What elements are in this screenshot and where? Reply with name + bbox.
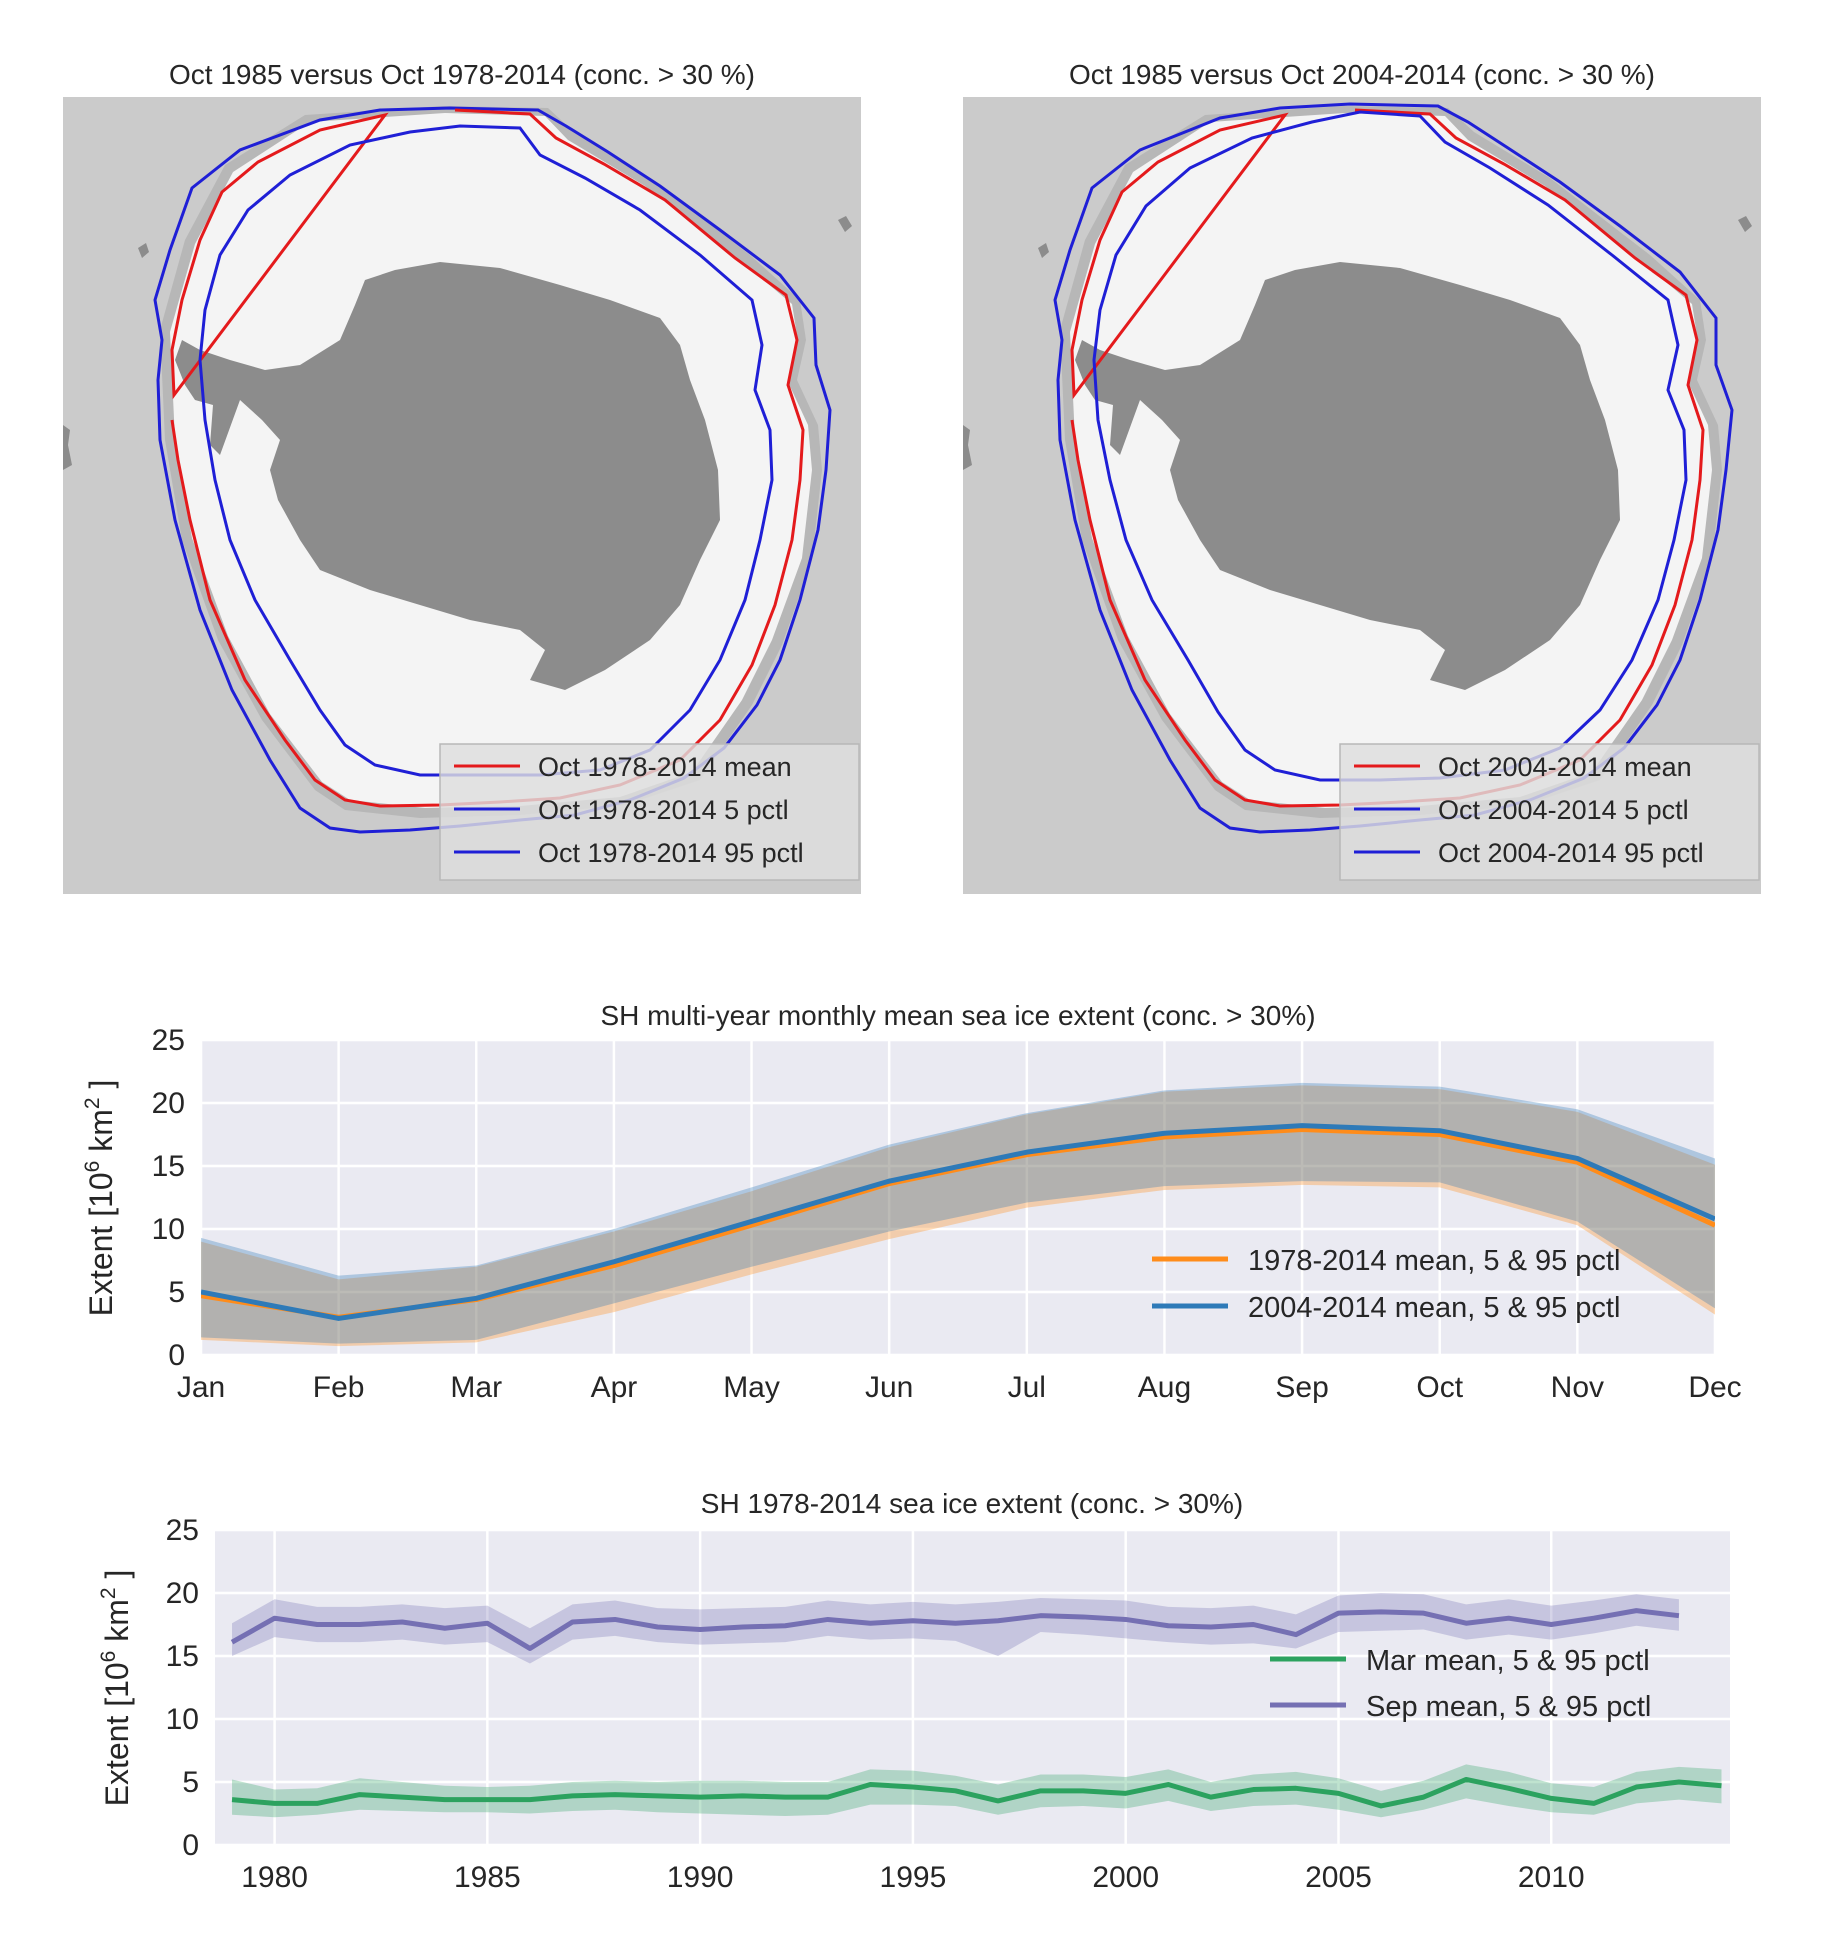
annual-chart-xticks: 1980 1985 1990 1995 2000 2005 2010 [241, 1861, 1584, 1894]
monthly-chart-yticks: 0 5 10 15 20 25 [152, 1024, 185, 1372]
map-1-legend-label-5pctl: Oct 1978-2014 5 pctl [538, 795, 789, 825]
monthly-ytick-10: 10 [152, 1213, 185, 1246]
map-1-mean-line [170, 108, 805, 808]
monthly-chart-data [201, 1082, 1715, 1347]
annual-chart-legend: Mar mean, 5 & 95 pctl Sep mean, 5 & 95 p… [1270, 1645, 1651, 1723]
map-2-south-america [963, 425, 972, 470]
monthly-legend-label-1978: 1978-2014 mean, 5 & 95 pctl [1248, 1245, 1620, 1277]
monthly-ytick-5: 5 [168, 1276, 185, 1309]
monthly-chart-title: SH multi-year monthly mean sea ice exten… [600, 1000, 1315, 1031]
map-2-content: Oct 2004-2014 mean Oct 2004-2014 5 pctl … [963, 102, 1760, 881]
annual-xtick-5: 2005 [1305, 1861, 1372, 1894]
annual-chart-data [230, 1593, 1722, 1818]
monthly-xtick-10: Nov [1551, 1371, 1604, 1404]
annual-band-1 [232, 1593, 1679, 1664]
monthly-xtick-11: Dec [1688, 1371, 1741, 1404]
annual-xtick-4: 2000 [1092, 1861, 1159, 1894]
monthly-ytick-20: 20 [152, 1087, 185, 1120]
map-2-island-a [1038, 243, 1049, 258]
annual-ytick-20: 20 [166, 1577, 199, 1610]
map-1-island-a [138, 243, 149, 258]
monthly-xtick-5: Jun [865, 1371, 913, 1404]
annual-chart-title: SH 1978-2014 sea ice extent (conc. > 30%… [701, 1488, 1243, 1519]
annual-chart: SH 1978-2014 sea ice extent (conc. > 30%… [97, 1488, 1730, 1894]
monthly-band-1 [201, 1082, 1715, 1344]
monthly-chart-ylabel: Extent [106 km2 ] [81, 1080, 119, 1317]
monthly-xtick-8: Sep [1275, 1371, 1328, 1404]
monthly-xtick-3: Apr [591, 1371, 638, 1404]
monthly-xtick-1: Feb [313, 1371, 365, 1404]
annual-legend-label-mar: Mar mean, 5 & 95 pctl [1366, 1645, 1650, 1677]
annual-xtick-3: 1995 [880, 1861, 947, 1894]
annual-ytick-15: 15 [166, 1640, 199, 1673]
annual-chart-grid [215, 1528, 1730, 1847]
map-2-legend: Oct 2004-2014 mean Oct 2004-2014 5 pctl … [1339, 743, 1760, 881]
monthly-xtick-7: Aug [1138, 1371, 1191, 1404]
annual-mean-line-1 [230, 1608, 1680, 1651]
map-2-island-b [1738, 216, 1752, 232]
monthly-chart-legend: 1978-2014 mean, 5 & 95 pctl 2004-2014 me… [1152, 1245, 1620, 1324]
monthly-mean-line-1 [201, 1123, 1715, 1321]
annual-mean-line-0 [231, 1776, 1722, 1809]
monthly-band-0 [201, 1085, 1715, 1347]
monthly-legend-label-2004: 2004-2014 mean, 5 & 95 pctl [1248, 1292, 1620, 1324]
map-1-legend-label-mean: Oct 1978-2014 mean [538, 752, 792, 782]
monthly-xtick-2: Mar [450, 1371, 502, 1404]
annual-xtick-6: 2010 [1518, 1861, 1585, 1894]
map-1-antarctica [175, 262, 720, 690]
annual-chart-ylabel: Extent [106 km2 ] [97, 1570, 135, 1807]
map-panel-1: Oct 1985 versus Oct 1978-2014 (conc. > 3… [63, 59, 861, 894]
monthly-xtick-4: May [723, 1371, 780, 1404]
annual-ytick-25: 25 [166, 1514, 199, 1547]
monthly-ytick-15: 15 [152, 1150, 185, 1183]
map-2-title: Oct 1985 versus Oct 2004-2014 (conc. > 3… [1069, 59, 1655, 90]
annual-ytick-0: 0 [182, 1829, 199, 1862]
map-2-legend-label-95pctl: Oct 2004-2014 95 pctl [1438, 838, 1704, 868]
monthly-chart: SH multi-year monthly mean sea ice exten… [81, 1000, 1742, 1404]
map-panel-2: Oct 1985 versus Oct 2004-2014 (conc. > 3… [963, 59, 1761, 894]
monthly-chart-grid [199, 1038, 1717, 1357]
annual-ytick-5: 5 [182, 1766, 199, 1799]
map-2-legend-label-5pctl: Oct 2004-2014 5 pctl [1438, 795, 1689, 825]
annual-xtick-2: 1990 [667, 1861, 734, 1894]
annual-legend-label-sep: Sep mean, 5 & 95 pctl [1366, 1691, 1651, 1723]
annual-xtick-0: 1980 [241, 1861, 308, 1894]
monthly-xtick-6: Jul [1008, 1371, 1046, 1404]
map-2-legend-label-mean: Oct 2004-2014 mean [1438, 752, 1692, 782]
map-1-legend-label-95pctl: Oct 1978-2014 95 pctl [538, 838, 804, 868]
map-2-mean-line [1070, 108, 1705, 808]
map-1-legend: Oct 1978-2014 mean Oct 1978-2014 5 pctl … [439, 743, 860, 881]
map-2-antarctica [1075, 262, 1620, 690]
annual-chart-yticks: 0 5 10 15 20 25 [166, 1514, 199, 1862]
map-1-title: Oct 1985 versus Oct 1978-2014 (conc. > 3… [169, 59, 755, 90]
map-1-content: Oct 1978-2014 mean Oct 1978-2014 5 pctl … [63, 106, 860, 881]
annual-xtick-1: 1985 [454, 1861, 521, 1894]
monthly-ytick-0: 0 [168, 1339, 185, 1372]
map-1-south-america [63, 425, 72, 470]
annual-ytick-10: 10 [166, 1703, 199, 1736]
monthly-chart-xticks: Jan Feb Mar Apr May Jun Jul Aug Sep Oct Nov Dec [177, 1371, 1742, 1404]
annual-band-0 [232, 1764, 1722, 1818]
monthly-xtick-0: Jan [177, 1371, 225, 1404]
monthly-xtick-9: Oct [1416, 1371, 1463, 1404]
monthly-ytick-25: 25 [152, 1024, 185, 1057]
map-1-island-b [838, 216, 852, 232]
